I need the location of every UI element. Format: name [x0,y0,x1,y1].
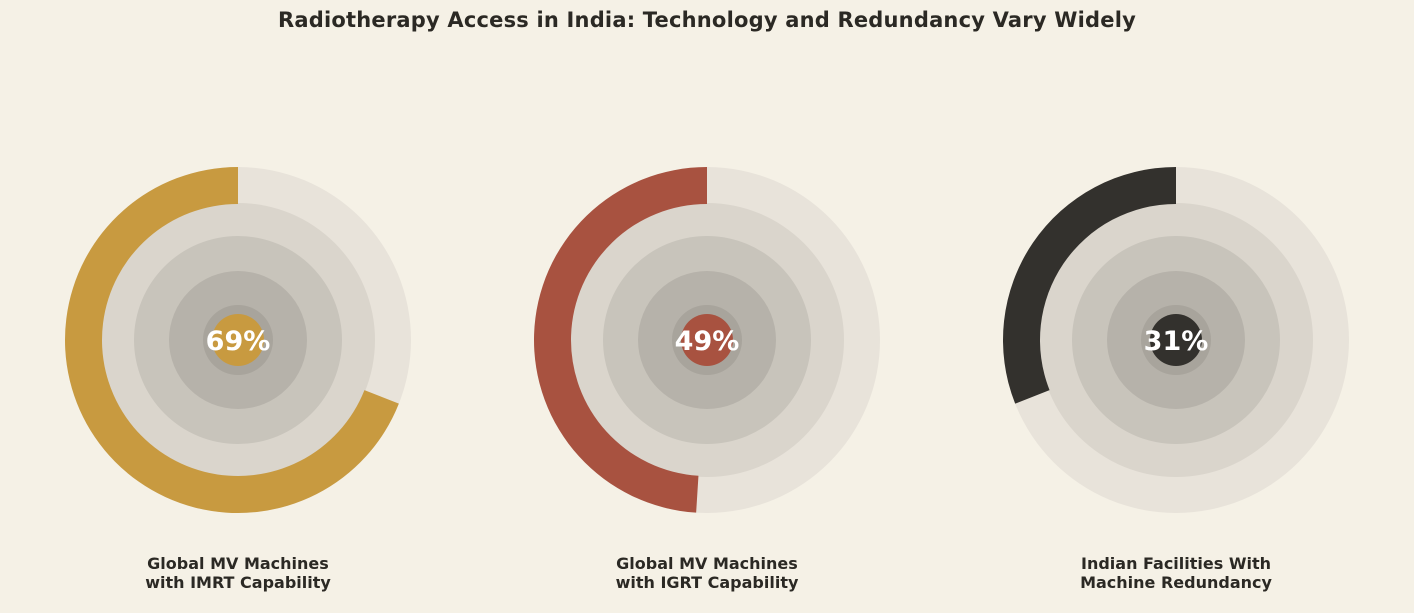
gauge-label-2-line-1: Global MV Machines [616,554,798,573]
gauge-label-1: Global MV Machines with IMRT Capability [88,554,388,592]
gauge-label-1-line-1: Global MV Machines [147,554,329,573]
gauge-3-value-label: 31% [1144,326,1209,357]
chart-title: Radiotherapy Access in India: Technology… [277,8,1136,32]
gauge-3-center-dot [1150,314,1202,366]
gauge-label-3-line-2: Machine Redundancy [1080,573,1272,592]
gauge-1: 69% [64,167,411,513]
gauge-label-3-line-1: Indian Facilities With [1080,554,1271,573]
gauge-label-2: Global MV Machines with IGRT Capability [557,554,857,592]
gauge-2: 49% [534,167,880,513]
gauge-2-value-arc [534,167,707,513]
gauge-label-2-line-2: with IGRT Capability [615,573,799,592]
gauge-2-value-label: 49% [675,326,740,357]
gauge-label-3: Indian Facilities With Machine Redundanc… [1026,554,1326,592]
gauge-label-1-line-2: with IMRT Capability [145,573,331,592]
gauge-3-value-arc [1003,167,1176,404]
gauge-2-center-dot [681,314,733,366]
gauge-3: 31% [1003,167,1349,513]
gauge-1-center-dot [212,314,264,366]
gauge-1-value-label: 69% [206,326,271,357]
